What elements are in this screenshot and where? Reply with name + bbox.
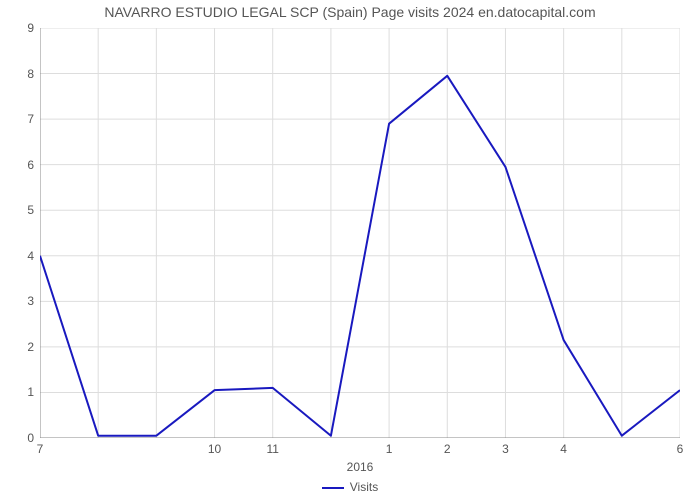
chart-title: NAVARRO ESTUDIO LEGAL SCP (Spain) Page v… <box>0 4 700 20</box>
line-chart: NAVARRO ESTUDIO LEGAL SCP (Spain) Page v… <box>0 0 700 500</box>
y-tick-label: 2 <box>27 340 40 354</box>
legend: Visits <box>0 480 700 494</box>
y-tick-label: 0 <box>27 431 40 445</box>
y-tick-label: 4 <box>27 249 40 263</box>
plot-area: 710111234601234567892016 <box>40 28 680 438</box>
y-tick-label: 8 <box>27 67 40 81</box>
x-tick-label: 11 <box>266 438 278 456</box>
x-tick-label: 10 <box>208 438 221 456</box>
y-tick-label: 7 <box>27 112 40 126</box>
y-tick-label: 1 <box>27 385 40 399</box>
x-tick-label: 6 <box>677 438 684 456</box>
x-tick-label: 3 <box>502 438 509 456</box>
y-tick-label: 3 <box>27 294 40 308</box>
x-tick-label: 1 <box>386 438 393 456</box>
y-tick-label: 6 <box>27 158 40 172</box>
x-axis-group-label: 2016 <box>347 460 374 474</box>
chart-svg <box>40 28 680 438</box>
y-tick-label: 9 <box>27 21 40 35</box>
x-tick-label: 2 <box>444 438 451 456</box>
legend-label: Visits <box>350 480 378 494</box>
y-tick-label: 5 <box>27 203 40 217</box>
x-tick-label: 4 <box>560 438 567 456</box>
legend-swatch <box>322 487 344 489</box>
